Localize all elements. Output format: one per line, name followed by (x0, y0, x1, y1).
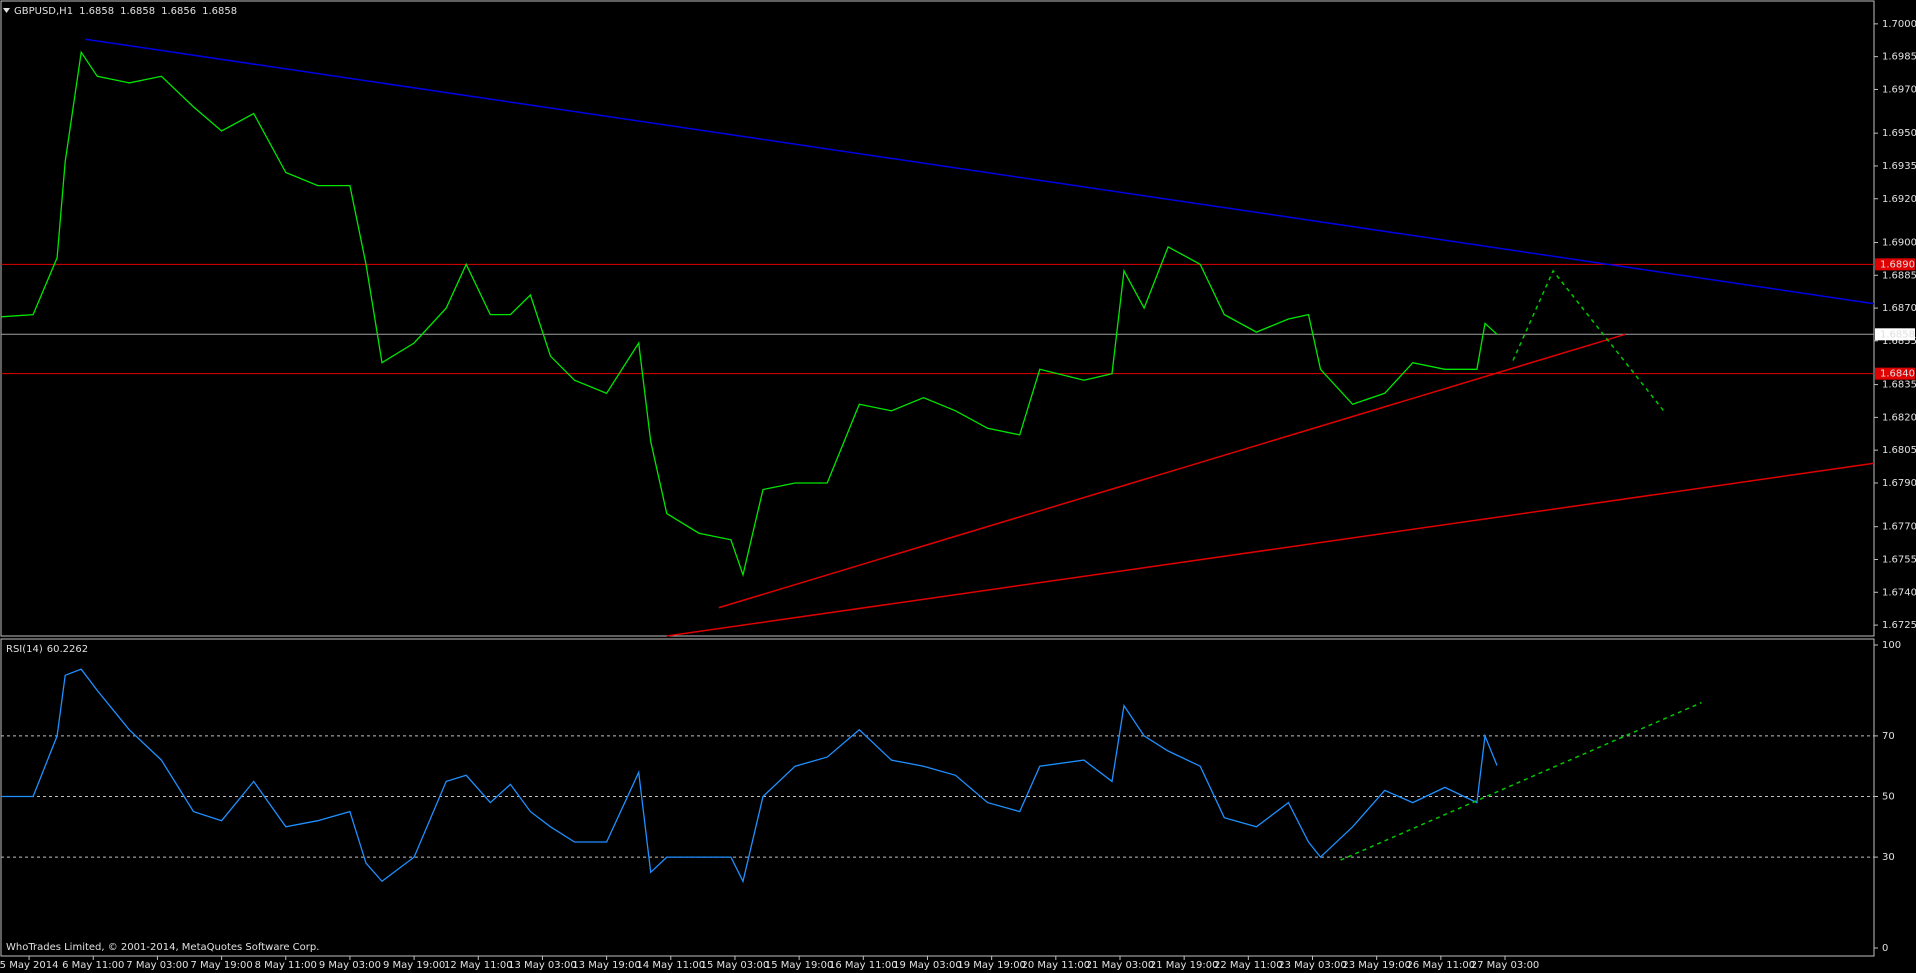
x-tick-label: 5 May 2014 (0, 960, 58, 971)
ohlc-value: 1.6858 (79, 6, 114, 17)
rsi-panel (0, 638, 1875, 957)
panel-title: GBPUSD,H1 1.6858 1.6858 1.6856 1.6858 (14, 6, 237, 17)
series-line (0, 50, 1498, 578)
menu-arrow (3, 8, 10, 13)
trend-line (1512, 269, 1666, 414)
current-price-box (1875, 328, 1915, 341)
level-label-box (1875, 367, 1915, 380)
x-tick-label: 22 May 11:00 (1214, 960, 1283, 971)
x-tick-label: 6 May 11:00 (62, 960, 124, 971)
copyright: WhoTrades Limited, © 2001-2014, MetaQuot… (6, 942, 319, 953)
trend-line (718, 333, 1626, 609)
y-tick-label: 1.6855 (1882, 336, 1916, 347)
y-tick-label: 1.6790 (1882, 478, 1916, 489)
y-tick-label: 1.6820 (1882, 412, 1916, 423)
y-tick-label: 1.7000 (1882, 19, 1916, 30)
y-tick-label: 1.6885 (1882, 270, 1916, 281)
x-tick-label: 19 May 03:00 (893, 960, 962, 971)
x-tick-label: 15 May 03:00 (701, 960, 770, 971)
x-tick-label: 23 May 03:00 (1278, 960, 1347, 971)
level-label: 1.6840 (1880, 369, 1915, 380)
series-line (1, 668, 1498, 884)
ohlc-value: 1.6856 (161, 6, 196, 17)
y-tick-label: 30 (1882, 852, 1895, 863)
trend-line (1340, 701, 1702, 861)
x-tick-label: 21 May 03:00 (1086, 960, 1155, 971)
x-tick-label: 8 May 11:00 (255, 960, 317, 971)
y-tick-label: 1.6755 (1882, 554, 1916, 565)
x-tick-label: 9 May 19:00 (383, 960, 445, 971)
x-tick-label: 7 May 19:00 (190, 960, 252, 971)
y-tick-label: 100 (1882, 640, 1901, 651)
current-price-label: 1.6858 (1880, 329, 1915, 340)
y-tick-label: 1.6935 (1882, 161, 1916, 172)
price-panel (0, 0, 1875, 637)
panel-title: RSI(14) 60.2262 (6, 644, 88, 655)
x-tick-label: 14 May 11:00 (636, 960, 705, 971)
y-tick-label: 70 (1882, 731, 1895, 742)
panel-title-name: RSI(14) (6, 644, 43, 655)
panel-title-name: GBPUSD,H1 (14, 6, 73, 17)
level-label: 1.6890 (1880, 259, 1915, 270)
x-tick-label: 9 May 03:00 (319, 960, 381, 971)
y-tick-label: 1.6870 (1882, 303, 1916, 314)
y-tick-label: 1.6725 (1882, 620, 1916, 631)
x-tick-label: 20 May 11:00 (1022, 960, 1091, 971)
x-tick-label: 21 May 19:00 (1150, 960, 1219, 971)
y-tick-label: 1.6920 (1882, 194, 1916, 205)
y-tick-label: 50 (1882, 792, 1895, 803)
x-tick-label: 13 May 19:00 (572, 960, 641, 971)
x-tick-label: 19 May 19:00 (957, 960, 1026, 971)
ohlc-value: 1.6858 (120, 6, 155, 17)
ohlc-value: 1.6858 (202, 6, 237, 17)
y-tick-label: 1.6770 (1882, 522, 1916, 533)
x-tick-label: 16 May 11:00 (829, 960, 898, 971)
y-tick-label: 1.6950 (1882, 128, 1916, 139)
x-tick-label: 23 May 19:00 (1342, 960, 1411, 971)
x-tick-label: 13 May 03:00 (508, 960, 577, 971)
y-tick-label: 1.6740 (1882, 587, 1916, 598)
trend-line (666, 462, 1875, 637)
y-tick-label: 1.6970 (1882, 84, 1916, 95)
x-tick-label: 12 May 11:00 (444, 960, 513, 971)
level-label-box (1875, 258, 1915, 271)
x-tick-label: 7 May 03:00 (126, 960, 188, 971)
y-tick-label: 1.6835 (1882, 380, 1916, 391)
y-tick-label: 1.6900 (1882, 237, 1916, 248)
x-tick-label: 27 May 03:00 (1471, 960, 1540, 971)
x-tick-label: 26 May 11:00 (1407, 960, 1476, 971)
rsi-value: 60.2262 (47, 644, 88, 655)
y-tick-label: 0 (1882, 943, 1888, 954)
trend-line (85, 38, 1875, 305)
x-tick-label: 15 May 19:00 (765, 960, 834, 971)
y-tick-label: 1.6985 (1882, 52, 1916, 63)
y-tick-label: 1.6805 (1882, 445, 1916, 456)
